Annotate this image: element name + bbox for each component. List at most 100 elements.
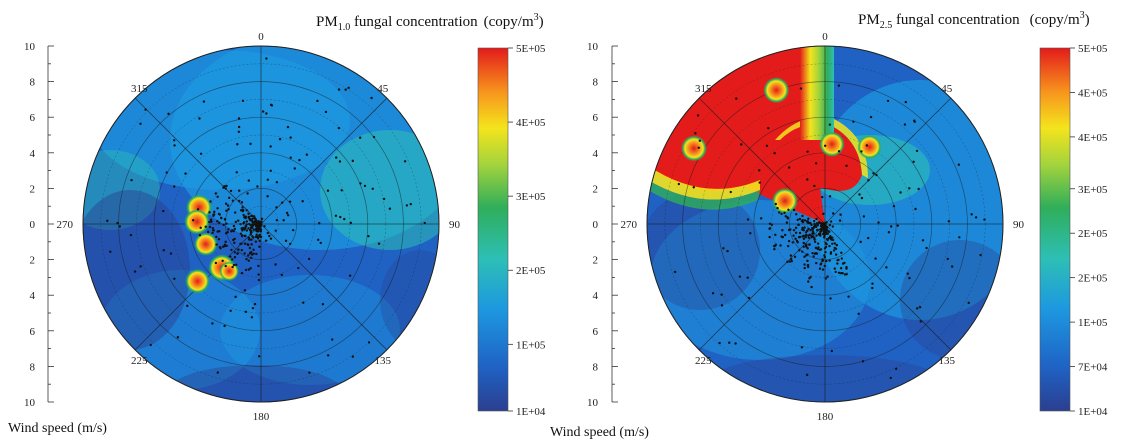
scatter-point [231,199,235,202]
scatter-point [377,242,381,245]
scatter-point [215,235,218,239]
scatter-point [244,234,247,238]
scatter-point [242,227,245,230]
scatter-point [258,222,262,225]
scatter-point [787,166,791,169]
scatter-point [817,242,820,245]
scatter-point [831,225,835,228]
radial-tick-label: 10 [587,41,599,53]
hotspot [819,131,845,157]
scatter-point [372,135,376,139]
scatter-point [809,275,812,279]
pm10-labels: 0 45 90 135 180 225 270 315 10 8 6 4 2 0 2 4 6 8 10 [24,31,461,423]
scatter-point [247,268,250,271]
scatter-point [233,241,236,245]
scatter-point [970,213,973,216]
scatter-point [845,164,848,168]
scatter-point [839,213,842,216]
scatter-point [316,238,320,242]
scatter-point [806,253,809,256]
scatter-point [254,223,258,226]
scatter-point [877,221,880,224]
scatter-point [872,172,875,175]
scatter-point [258,245,261,248]
scatter-point [814,162,818,165]
radial-tick-label: 8 [30,361,36,373]
scatter-point [773,152,776,155]
scatter-point [234,295,237,299]
scatter-point [774,243,778,246]
radial-tick-label: 8 [30,77,36,89]
scatter-point [768,222,772,225]
scatter-point [241,206,244,209]
scatter-point [831,242,834,246]
scatter-point [814,246,818,250]
scatter-point [792,208,796,212]
scatter-point [728,341,731,344]
angle-label: 225 [131,355,148,367]
scatter-point [224,240,227,244]
scatter-point [210,220,213,223]
scatter-point [252,223,256,226]
scatter-point [904,100,907,104]
scatter-point [726,249,729,253]
scatter-point [302,301,305,304]
scatter-point [216,207,219,210]
scatter-point [774,202,778,206]
scatter-point [293,167,297,170]
scatter-point [106,219,109,223]
scatter-point [841,262,845,265]
scatter-point [254,227,258,230]
scatter-point [260,220,263,223]
scatter-point [837,258,840,262]
scatter-point [828,223,832,227]
scatter-point [388,207,392,210]
scatter-point [774,233,777,237]
scatter-point [791,241,794,244]
pm25-colorbar [1039,47,1071,412]
scatter-point [874,257,877,260]
scatter-point [229,255,232,258]
scatter-point [812,219,816,223]
scatter-point [957,163,961,166]
scatter-point [823,264,826,268]
scatter-point [249,233,252,236]
scatter-point [176,336,180,339]
scatter-point [837,150,841,153]
scatter-point [802,245,805,248]
radial-tick-label: 6 [30,112,36,124]
scatter-point [235,263,238,267]
scatter-point [289,156,292,159]
scatter-point [837,271,841,274]
scatter-point [823,247,827,250]
hotspot [857,134,882,160]
scatter-point [804,231,808,234]
scatter-point [815,217,818,221]
scatter-point [214,192,218,195]
scatter-point [822,225,825,228]
scatter-point [248,238,251,241]
scatter-point [899,191,902,194]
scatter-point [278,137,282,141]
scatter-point [239,222,242,226]
scatter-point [834,253,838,256]
pm10-title: PM1.0 fungal concentration (copy/m3) [316,12,544,33]
scatter-point [198,233,202,237]
scatter-point [806,259,809,263]
scatter-point [254,220,257,224]
scatter-point [799,87,803,90]
scatter-point [967,301,970,305]
radial-tick-label: 2 [30,255,36,267]
scatter-point [261,110,265,113]
scatter-point [788,260,792,263]
scatter-point [822,230,825,233]
scatter-point [258,239,261,242]
scatter-point [816,228,819,232]
scatter-point [223,218,227,221]
scatter-point [371,187,374,190]
scatter-point [297,266,300,270]
scatter-point [242,222,245,225]
scatter-point [259,224,262,227]
colorbar-tick-label: 1E+05 [516,339,546,351]
scatter-point [249,256,253,259]
